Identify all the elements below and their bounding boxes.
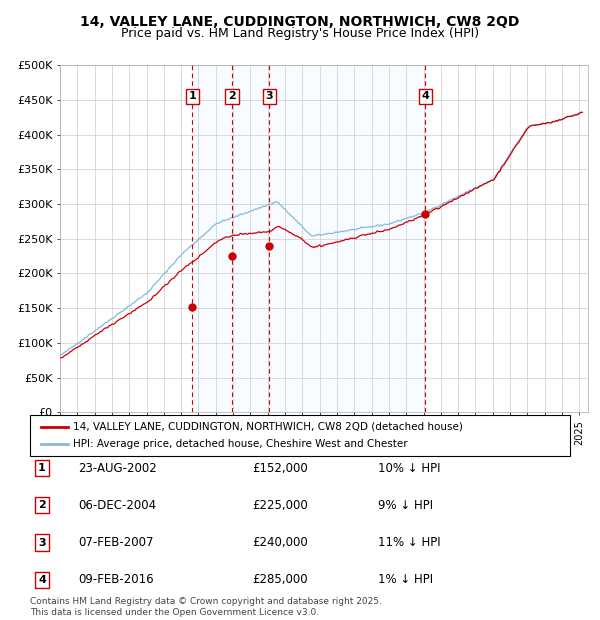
Text: 14, VALLEY LANE, CUDDINGTON, NORTHWICH, CW8 2QD (detached house): 14, VALLEY LANE, CUDDINGTON, NORTHWICH, …: [73, 422, 463, 432]
Text: 23-AUG-2002: 23-AUG-2002: [78, 462, 157, 474]
Text: 06-DEC-2004: 06-DEC-2004: [78, 499, 156, 511]
Bar: [192, 65, 425, 412]
Text: £152,000: £152,000: [252, 462, 308, 474]
Text: 1% ↓ HPI: 1% ↓ HPI: [378, 574, 433, 586]
Text: £240,000: £240,000: [252, 536, 308, 549]
Text: 4: 4: [422, 91, 430, 101]
Text: 2: 2: [228, 91, 236, 101]
Text: 3: 3: [266, 91, 273, 101]
Text: Contains HM Land Registry data © Crown copyright and database right 2025.
This d: Contains HM Land Registry data © Crown c…: [30, 598, 382, 617]
Text: £285,000: £285,000: [252, 574, 308, 586]
Text: 9% ↓ HPI: 9% ↓ HPI: [378, 499, 433, 511]
Text: 4: 4: [38, 575, 46, 585]
Text: 3: 3: [38, 538, 46, 547]
Text: £225,000: £225,000: [252, 499, 308, 511]
Text: HPI: Average price, detached house, Cheshire West and Chester: HPI: Average price, detached house, Ches…: [73, 440, 408, 450]
Text: 11% ↓ HPI: 11% ↓ HPI: [378, 536, 440, 549]
Text: 1: 1: [188, 91, 196, 101]
Text: 09-FEB-2016: 09-FEB-2016: [78, 574, 154, 586]
Text: 10% ↓ HPI: 10% ↓ HPI: [378, 462, 440, 474]
Text: 14, VALLEY LANE, CUDDINGTON, NORTHWICH, CW8 2QD: 14, VALLEY LANE, CUDDINGTON, NORTHWICH, …: [80, 16, 520, 30]
Text: 07-FEB-2007: 07-FEB-2007: [78, 536, 154, 549]
Text: 2: 2: [38, 500, 46, 510]
FancyBboxPatch shape: [30, 415, 570, 456]
Text: 1: 1: [38, 463, 46, 473]
Text: Price paid vs. HM Land Registry's House Price Index (HPI): Price paid vs. HM Land Registry's House …: [121, 27, 479, 40]
